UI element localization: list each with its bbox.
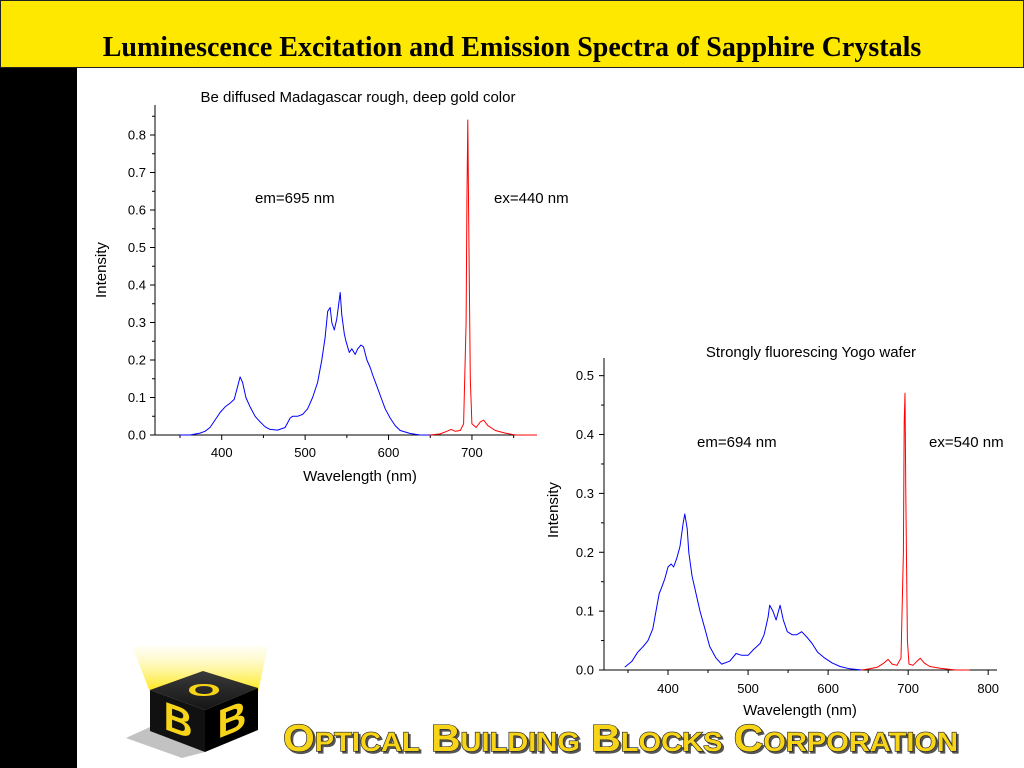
- x-tick-label: 600: [378, 445, 400, 460]
- logo-glow: [132, 646, 268, 692]
- excitation-curve: [624, 513, 862, 671]
- y-tick-label: 0.7: [128, 165, 146, 180]
- company-name: Optical Building Blocks Corporation: [283, 718, 958, 760]
- y-tick-label: 0.4: [576, 427, 594, 442]
- y-tick-label: 0.1: [576, 604, 594, 619]
- y-tick-label: 0.8: [128, 128, 146, 143]
- x-tick-label: 500: [737, 681, 759, 696]
- chart-title: Strongly fluorescing Yogo wafer: [706, 344, 916, 361]
- emission-annotation: ex=540 nm: [929, 434, 1004, 451]
- x-tick-label: 500: [294, 445, 316, 460]
- y-tick-label: 0.4: [128, 278, 146, 293]
- logo-cube-left-face: [150, 690, 205, 752]
- x-tick-label: 400: [211, 445, 233, 460]
- logo-letter-left: B: [164, 693, 193, 748]
- excitation-annotation: em=694 nm: [697, 434, 777, 451]
- y-axis-label: Intensity: [93, 242, 110, 298]
- slide-title: Luminescence Excitation and Emission Spe…: [102, 32, 922, 63]
- chart-title: Be diffused Madagascar rough, deep gold …: [201, 89, 516, 106]
- excitation-annotation: em=695 nm: [255, 190, 335, 207]
- y-tick-label: 0.0: [128, 428, 146, 443]
- chart-madagascar-spectra: 400 500 600 700 0.0 0.1 0.2 0.3 0.4 0.5 0.6 0.7 0.8 e…: [93, 89, 569, 485]
- emission-annotation: ex=440 nm: [494, 190, 569, 207]
- y-tick-label: 0.3: [576, 486, 594, 501]
- logo-shadow: [126, 727, 205, 758]
- logo-cube-top-face: [150, 671, 258, 710]
- y-tick-label: 0.6: [128, 203, 146, 218]
- y-tick-label: 0.0: [576, 663, 594, 678]
- title-bar: Luminescence Excitation and Emission Spe…: [0, 0, 1024, 68]
- logo-letter-top: O: [187, 680, 221, 700]
- chart-yogo-spectra: 400 500 600 700 800 0.0 0.1 0.2 0.3 0.4 0.5 em=694 …: [545, 344, 1004, 719]
- company-logo: O B B: [126, 646, 268, 758]
- side-bar: [0, 68, 77, 768]
- y-tick-label: 0.2: [128, 353, 146, 368]
- y-axis-label: Intensity: [545, 482, 562, 538]
- emission-curve: [861, 392, 970, 671]
- y-tick-label: 0.2: [576, 545, 594, 560]
- excitation-curve: [180, 292, 431, 436]
- x-tick-label: 700: [461, 445, 483, 460]
- y-tick-label: 0.5: [128, 240, 146, 255]
- y-tick-label: 0.3: [128, 315, 146, 330]
- x-axis-label: Wavelength (nm): [743, 702, 857, 719]
- x-tick-label: 700: [897, 681, 919, 696]
- logo-cube-right-face: [205, 688, 258, 752]
- x-tick-label: 800: [977, 681, 999, 696]
- y-tick-label: 0.1: [128, 390, 146, 405]
- emission-curve: [430, 119, 537, 436]
- company-name-banner: Optical Building Blocks Corporation: [282, 717, 958, 760]
- y-tick-label: 0.5: [576, 368, 594, 383]
- x-tick-label: 400: [657, 681, 679, 696]
- x-tick-label: 600: [817, 681, 839, 696]
- x-axis-label: Wavelength (nm): [303, 468, 417, 485]
